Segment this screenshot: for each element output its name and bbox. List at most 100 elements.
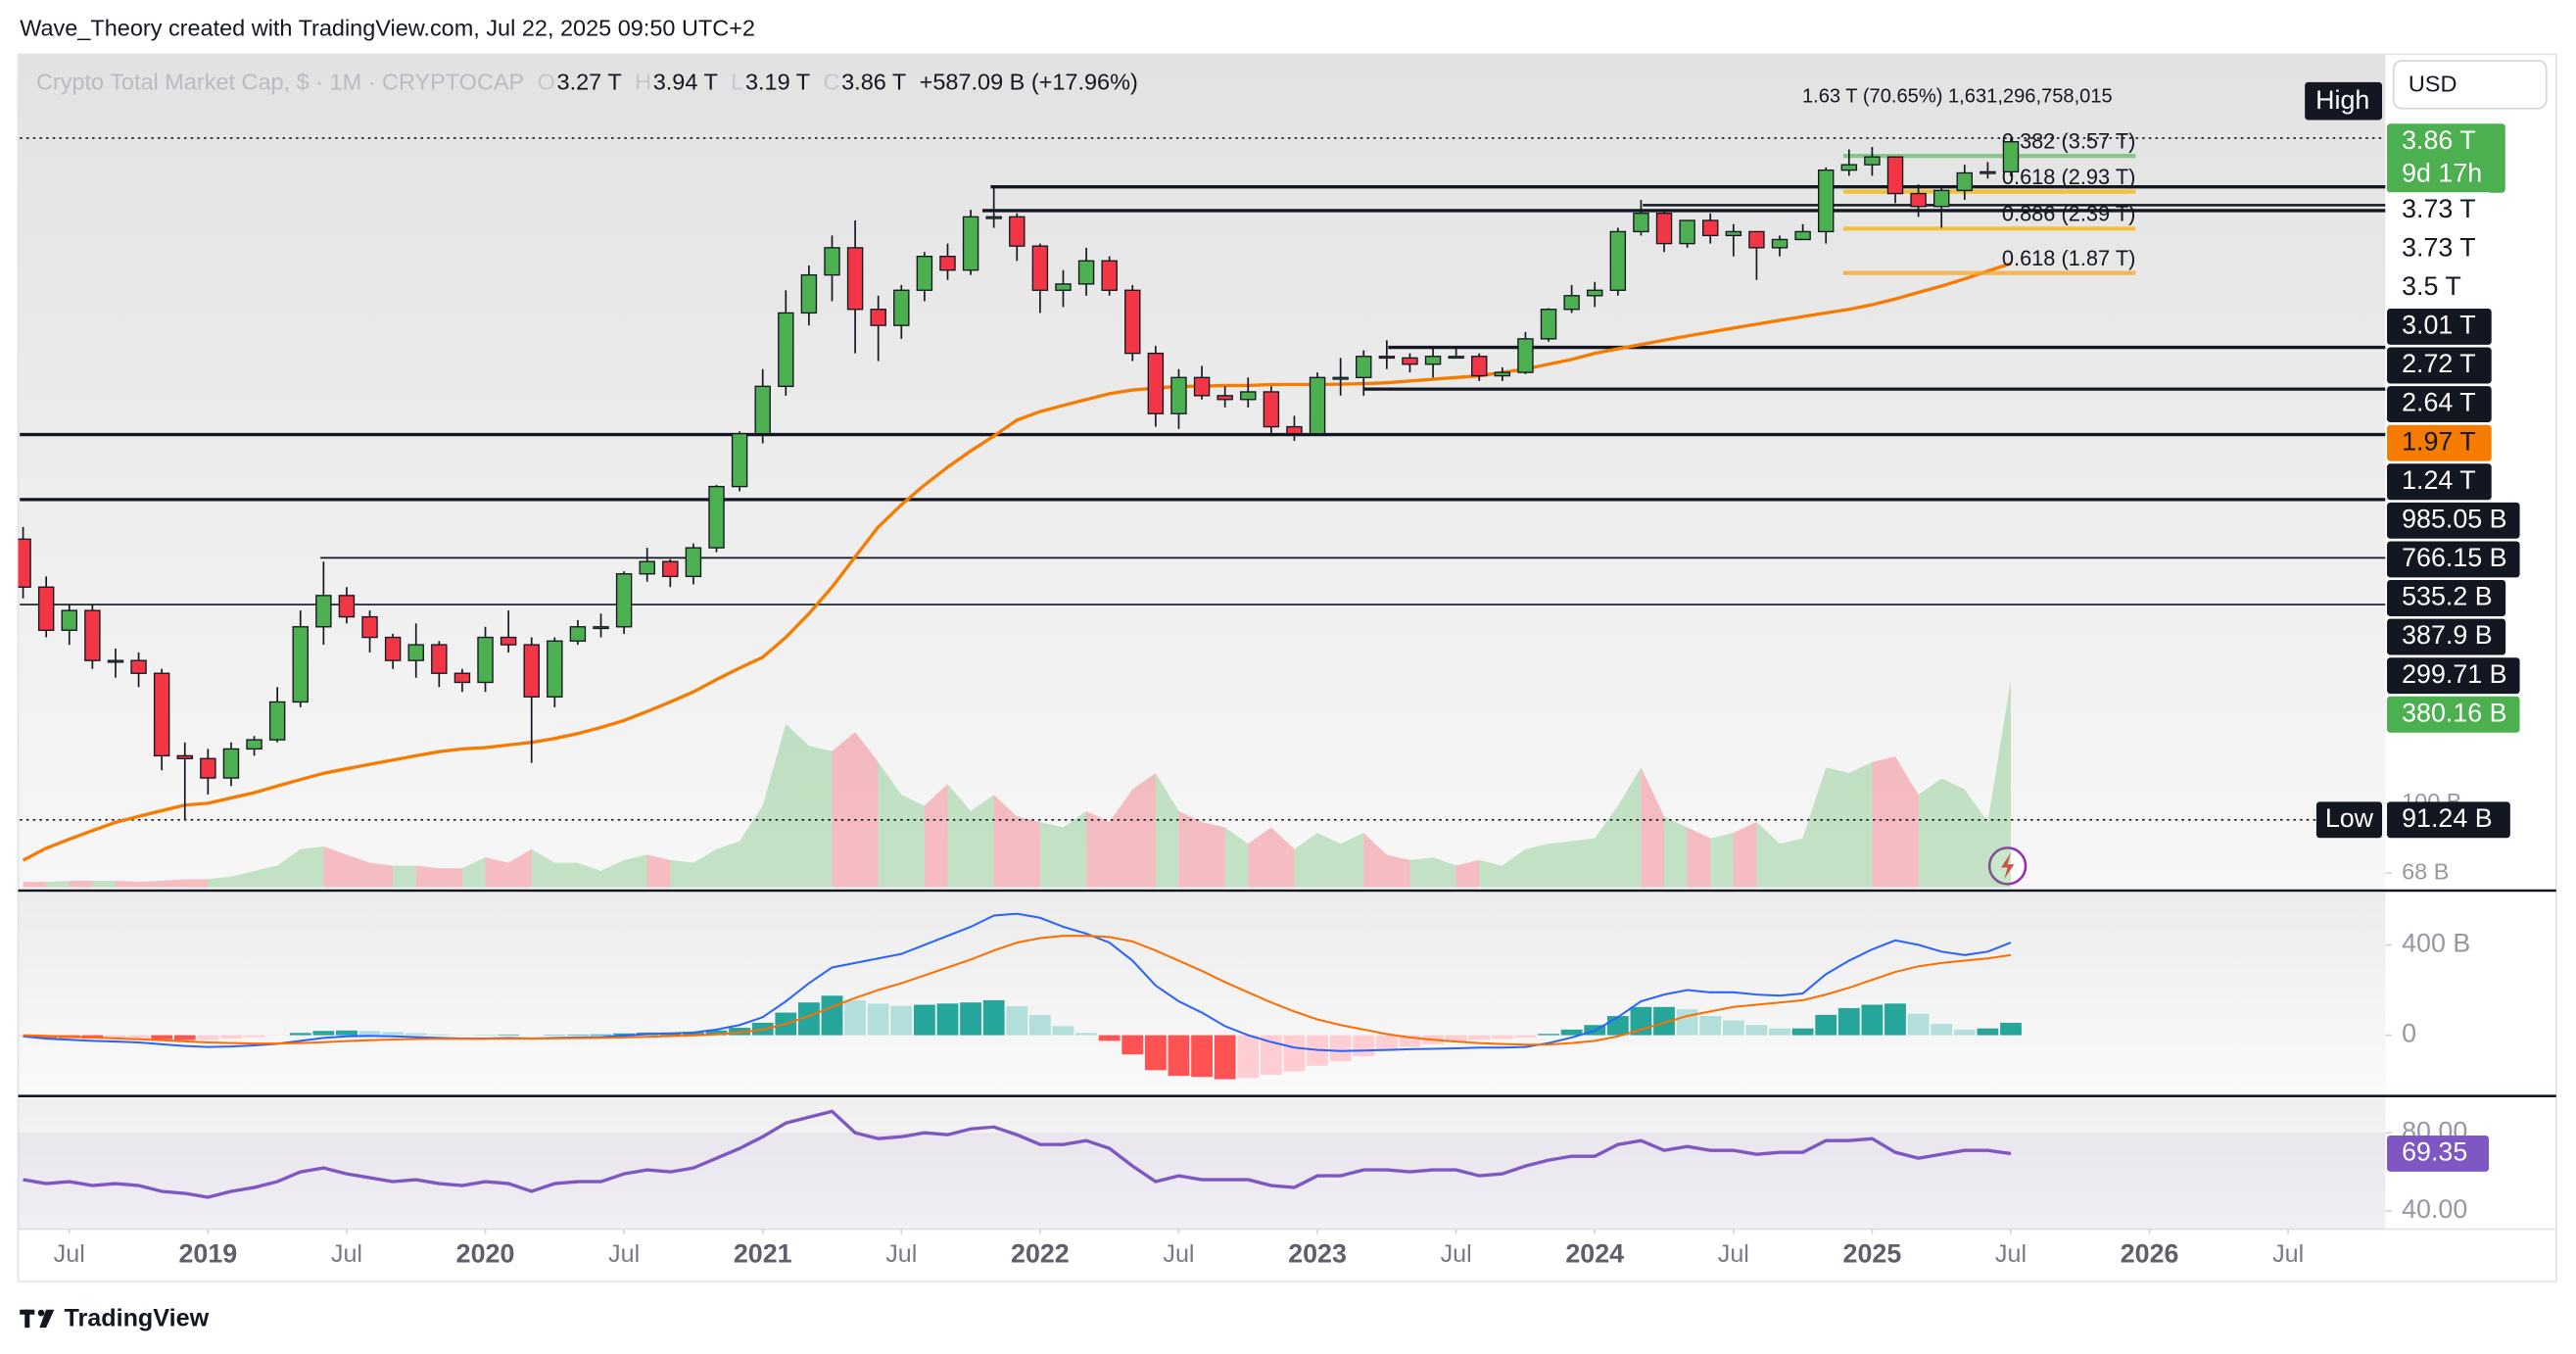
- volume-area: [1132, 772, 1156, 888]
- macd-histogram-bar: [405, 1033, 427, 1036]
- candle-body: [639, 560, 655, 575]
- low-value-label: 91.24 B: [2402, 803, 2492, 833]
- x-tick-label: Jul: [608, 1240, 640, 1268]
- macd-histogram-bar: [1791, 1028, 1814, 1036]
- candle-body: [1031, 245, 1049, 291]
- candle-body: [1471, 356, 1488, 377]
- candle-body: [84, 609, 101, 661]
- x-tick-label: Jul: [885, 1240, 917, 1268]
- candle-body: [1424, 356, 1442, 365]
- x-tick-label: 2025: [1843, 1238, 1902, 1268]
- volume-area: [1987, 680, 2011, 888]
- candle-body: [1448, 356, 1464, 360]
- macd-histogram-bar: [1329, 1035, 1352, 1062]
- key: O: [538, 70, 555, 95]
- logo-part: [24, 1309, 30, 1329]
- currency-button[interactable]: [2392, 60, 2548, 110]
- candle-body: [1193, 376, 1211, 397]
- candle-body: [893, 289, 910, 326]
- candle-body: [1540, 309, 1557, 340]
- macd-histogram-bar: [982, 999, 1005, 1036]
- volume-area: [46, 881, 70, 888]
- axis-label: 299.71 B: [2402, 659, 2506, 689]
- macd-histogram-bar: [1375, 1035, 1398, 1051]
- volume-area: [1202, 821, 1225, 888]
- volume-area: [184, 879, 209, 888]
- candle-body: [2002, 141, 2020, 173]
- value: 3.86 T: [841, 70, 906, 95]
- macd-histogram-bar: [1560, 1029, 1583, 1036]
- macd-histogram-bar: [590, 1034, 612, 1036]
- candle-body: [731, 432, 748, 488]
- macd-histogram-bar: [1769, 1028, 1790, 1036]
- macd-histogram-bar: [1745, 1025, 1768, 1036]
- currency[interactable]: USD: [2409, 71, 2457, 96]
- macd-histogram-bar: [1399, 1035, 1421, 1047]
- axis-label: 1.97 T: [2402, 426, 2476, 456]
- macd-histogram-bar: [1214, 1035, 1236, 1080]
- candle-body: [615, 573, 633, 628]
- macd-histogram-bar: [312, 1031, 335, 1036]
- volume-area: [277, 848, 301, 888]
- key: H: [635, 70, 651, 95]
- countdown: 9d 17h: [2402, 158, 2482, 187]
- candle-body: [1309, 376, 1326, 435]
- key: C: [824, 70, 840, 95]
- volume-area: [971, 795, 994, 888]
- volume-area: [1710, 833, 1734, 888]
- axis-label-box: [2387, 463, 2492, 501]
- macd-histogram-bar: [705, 1030, 728, 1036]
- macd-histogram-bar: [844, 999, 866, 1036]
- volume-area: [92, 881, 116, 888]
- volume-area: [1502, 848, 1526, 888]
- volume-area: [1941, 778, 1965, 888]
- macd-histogram-bar: [1098, 1035, 1121, 1041]
- macd-histogram-bar: [1191, 1035, 1213, 1078]
- volume-area: [1549, 841, 1572, 888]
- x-tick-label: Jul: [1718, 1240, 1749, 1268]
- candle-body: [1771, 238, 1789, 249]
- macd-histogram-bar: [960, 1002, 981, 1036]
- value: 3.27 T: [557, 70, 622, 95]
- volume-area: [439, 868, 462, 888]
- volume-area: [531, 848, 555, 888]
- axis-label: 380.16 B: [2402, 698, 2506, 727]
- macd-histogram-bar: [1491, 1035, 1513, 1040]
- volume-area: [1317, 833, 1341, 888]
- volume-area: [1525, 844, 1550, 888]
- fib-label: 0.618 (2.93 T): [2002, 165, 2136, 189]
- candle-body: [18, 538, 31, 588]
- macd-histogram-bar: [1722, 1020, 1744, 1036]
- macd-histogram-bar: [105, 1035, 126, 1039]
- macd-histogram-bar: [289, 1033, 311, 1036]
- macd-histogram-bar: [1445, 1035, 1467, 1042]
- candle-body: [61, 609, 77, 631]
- volume-area: [1479, 859, 1503, 888]
- macd-histogram-bar: [1283, 1035, 1306, 1072]
- macd-histogram-bar: [1468, 1035, 1491, 1040]
- high-box: [2305, 81, 2383, 121]
- candle-body: [1587, 289, 1603, 297]
- volume-area: [1964, 789, 1988, 888]
- axis-label: 2.64 T: [2402, 388, 2476, 417]
- volume-area: [69, 881, 93, 888]
- candle-body: [338, 595, 356, 618]
- macd-histogram-bar: [567, 1034, 589, 1036]
- candle-body: [1655, 213, 1673, 245]
- axis-label: 3.73 T: [2402, 194, 2476, 223]
- candle-body: [1009, 216, 1026, 247]
- macd-line: [23, 912, 2012, 1052]
- x-tick-label: 2023: [1288, 1238, 1347, 1268]
- candle-body: [292, 626, 309, 703]
- candle-body: [870, 309, 886, 326]
- x-tick-label: 2019: [179, 1238, 238, 1268]
- change: +587.09 B (+17.96%): [920, 70, 1138, 95]
- x-tick-label: Jul: [1163, 1240, 1194, 1268]
- macd-histogram-bar: [1907, 1013, 1930, 1036]
- axis-label: 1.24 T: [2402, 465, 2476, 495]
- macd-histogram-bar: [936, 1003, 959, 1036]
- candle-body: [916, 255, 933, 291]
- candle-body: [1263, 391, 1280, 428]
